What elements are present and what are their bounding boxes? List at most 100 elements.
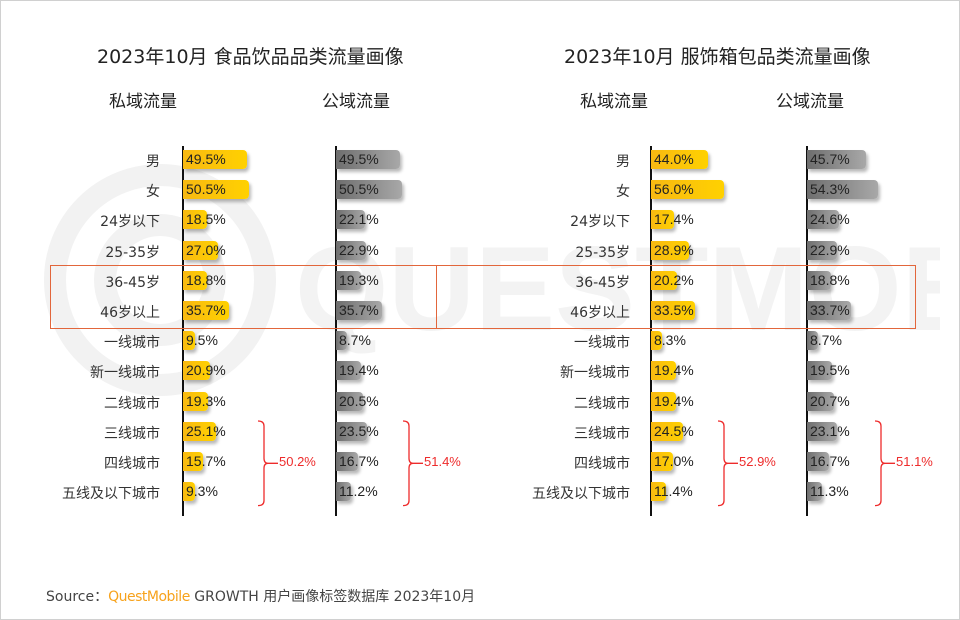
public-traffic-bar xyxy=(807,301,851,320)
source-description: GROWTH 用户画像标签数据库 2023年10月 xyxy=(189,589,476,605)
bracket-annotation xyxy=(717,420,738,507)
public-traffic-bar xyxy=(336,361,362,381)
private-traffic-bar xyxy=(651,180,724,200)
bracket-annotation xyxy=(874,420,895,507)
bracket-annotation xyxy=(257,420,278,507)
private-value-label: 17.0% xyxy=(654,453,694,469)
food-beverage-panel: 2023年10月 食品饮品品类流量画像 私域流量 公域流量 男 49.5% 49.5… xyxy=(0,0,480,560)
public-traffic-bar xyxy=(807,361,833,381)
private-traffic-bar xyxy=(651,331,662,351)
public-value-label: 19.4% xyxy=(339,362,379,379)
private-value-label: 49.5% xyxy=(186,151,226,167)
public-value-label: 49.5% xyxy=(339,151,379,167)
public-value-label: 19.3% xyxy=(339,271,379,288)
public-traffic-bar xyxy=(807,331,819,351)
private-value-label: 17.4% xyxy=(654,211,694,228)
private-value-label: 19.4% xyxy=(654,362,694,379)
private-value-label: 8.3% xyxy=(654,332,686,349)
public-value-label: 18.8% xyxy=(810,271,850,288)
private-value-label: 35.7% xyxy=(186,302,226,318)
public-traffic-bar xyxy=(336,391,363,411)
category-label: 新一线城市 xyxy=(90,365,160,382)
private-traffic-bar xyxy=(651,240,689,260)
public-value-label: 8.7% xyxy=(339,332,371,349)
private-value-label: 24.5% xyxy=(654,422,694,439)
category-label: 46岁以上 xyxy=(100,305,160,321)
category-label: 女 xyxy=(616,184,630,201)
private-traffic-bar xyxy=(651,361,677,381)
private-value-label: 18.8% xyxy=(186,271,226,288)
public-traffic-bar xyxy=(336,331,348,351)
private-traffic-bar xyxy=(651,391,677,411)
private-traffic-bar xyxy=(183,331,196,351)
public-traffic-bar xyxy=(807,270,832,290)
private-traffic-header: 私域流量 xyxy=(109,92,177,112)
category-label: 二线城市 xyxy=(574,395,630,412)
private-value-label: 9.3% xyxy=(186,483,218,500)
public-traffic-bar xyxy=(336,482,351,502)
public-traffic-bar xyxy=(807,391,834,411)
public-value-label: 20.5% xyxy=(339,392,379,409)
private-traffic-bar xyxy=(651,482,666,502)
private-value-label: 28.9% xyxy=(654,241,694,258)
private-axis-line xyxy=(650,146,652,517)
category-label: 一线城市 xyxy=(104,335,160,352)
private-value-label: 27.0% xyxy=(186,241,226,258)
apparel-bags-panel: 2023年10月 服饰箱包品类流量画像 私域流量 公域流量 男 44.0% 45.7… xyxy=(50,0,960,560)
private-value-label: 9.5% xyxy=(186,332,218,349)
public-value-label: 22.9% xyxy=(810,241,850,258)
public-value-label: 8.7% xyxy=(810,332,842,349)
category-label: 25-35岁 xyxy=(575,244,630,261)
private-traffic-bar xyxy=(183,240,219,260)
public-traffic-bar xyxy=(336,180,402,200)
category-label: 新一线城市 xyxy=(560,365,630,382)
bracket-annotation xyxy=(402,420,423,507)
public-traffic-bar xyxy=(336,421,367,441)
chart-title: 2023年10月 服饰箱包品类流量画像 xyxy=(564,46,871,68)
private-traffic-bar xyxy=(183,361,211,381)
category-label: 36-45岁 xyxy=(575,274,630,291)
public-axis-line xyxy=(806,146,808,517)
private-traffic-bar xyxy=(183,421,216,441)
private-value-label: 15.7% xyxy=(186,453,226,469)
category-label: 四线城市 xyxy=(104,456,160,472)
category-label: 46岁以上 xyxy=(570,305,630,321)
category-label: 三线城市 xyxy=(104,425,160,442)
private-value-label: 11.4% xyxy=(654,483,693,500)
public-traffic-header: 公域流量 xyxy=(776,92,844,112)
public-value-label: 11.2% xyxy=(339,483,378,500)
private-value-label: 20.9% xyxy=(186,362,226,379)
public-traffic-bar xyxy=(807,482,822,502)
public-value-label: 23.5% xyxy=(339,422,379,439)
private-traffic-bar xyxy=(651,421,683,441)
private-traffic-bar xyxy=(183,270,208,290)
private-traffic-bar xyxy=(183,150,248,169)
public-value-label: 11.3% xyxy=(810,483,849,500)
public-traffic-header: 公域流量 xyxy=(322,92,390,112)
public-traffic-bar xyxy=(336,210,365,230)
private-value-label: 20.2% xyxy=(654,271,694,288)
source-prefix: Source： xyxy=(46,589,109,605)
category-label: 24岁以下 xyxy=(570,214,630,231)
public-traffic-bar xyxy=(336,270,362,290)
source-brand: QuestMobile xyxy=(108,589,190,605)
private-value-label: 25.1% xyxy=(186,422,226,439)
bracket-total-label: 51.1% xyxy=(896,454,933,470)
public-value-label: 23.1% xyxy=(810,422,850,439)
bracket-total-label: 52.9% xyxy=(739,454,776,470)
private-traffic-bar xyxy=(183,180,249,200)
bracket-total-label: 51.4% xyxy=(424,454,461,470)
private-value-label: 56.0% xyxy=(654,181,694,198)
private-traffic-bar xyxy=(183,391,209,411)
public-traffic-bar xyxy=(336,240,366,260)
category-label: 女 xyxy=(146,184,160,201)
public-value-label: 20.7% xyxy=(810,392,850,409)
public-traffic-bar xyxy=(336,452,358,471)
category-label: 四线城市 xyxy=(574,456,630,472)
private-traffic-bar xyxy=(651,301,695,320)
private-value-label: 19.3% xyxy=(186,392,226,409)
public-traffic-bar xyxy=(807,180,878,200)
private-traffic-bar xyxy=(183,482,196,502)
public-traffic-bar xyxy=(807,421,838,441)
public-value-label: 45.7% xyxy=(810,151,850,167)
